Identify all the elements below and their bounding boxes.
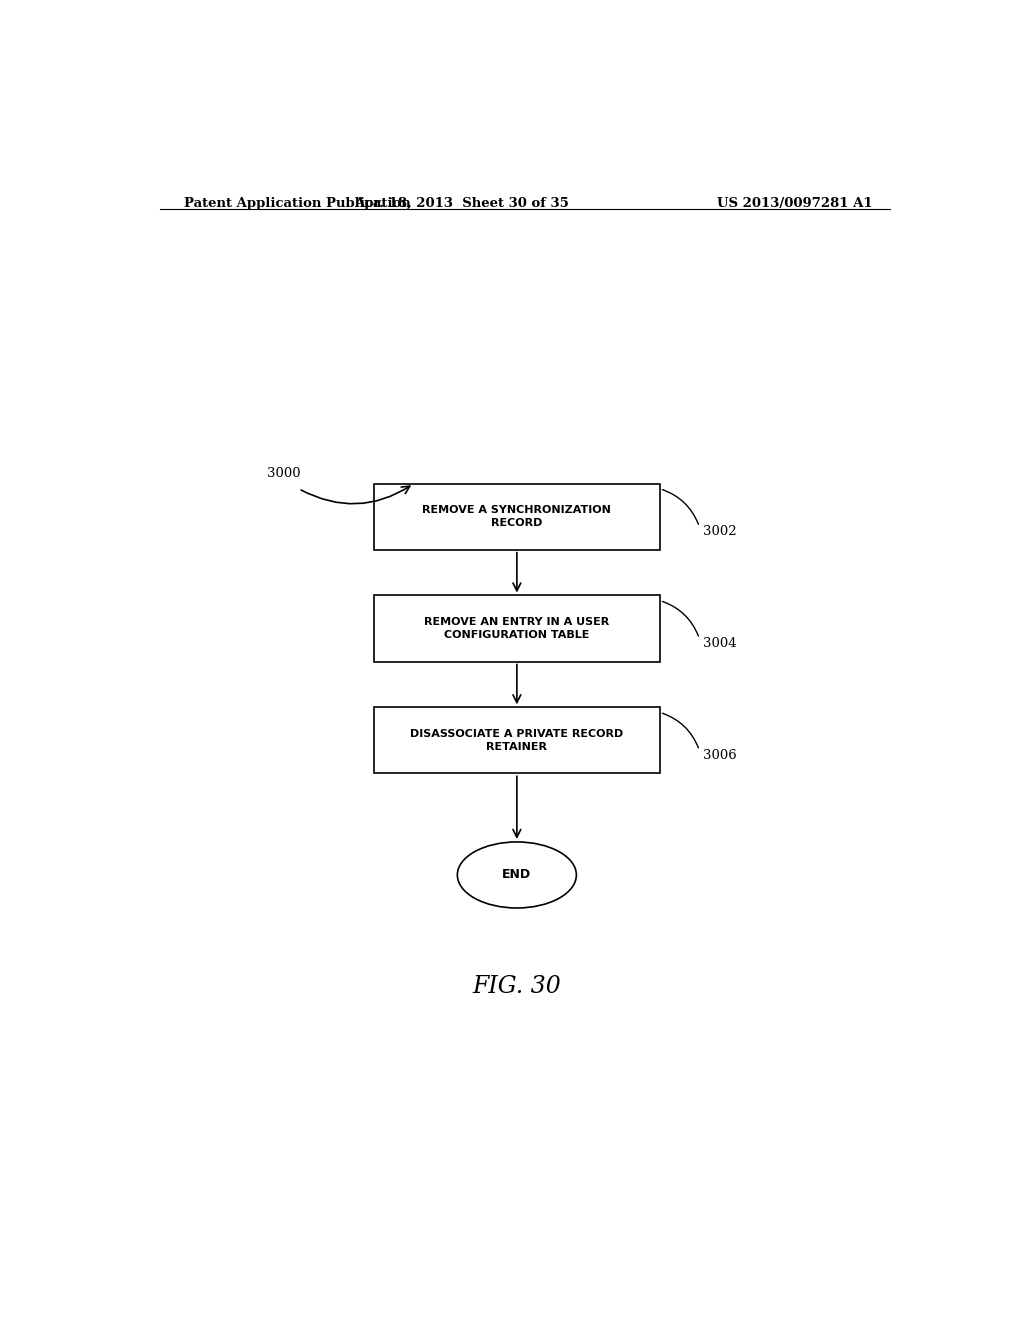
FancyBboxPatch shape <box>374 595 659 661</box>
Text: END: END <box>503 869 531 882</box>
Text: DISASSOCIATE A PRIVATE RECORD
RETAINER: DISASSOCIATE A PRIVATE RECORD RETAINER <box>411 729 624 752</box>
Text: FIG. 30: FIG. 30 <box>472 975 561 998</box>
Text: 3006: 3006 <box>703 748 737 762</box>
Text: US 2013/0097281 A1: US 2013/0097281 A1 <box>717 197 872 210</box>
FancyBboxPatch shape <box>374 483 659 549</box>
Text: REMOVE A SYNCHRONIZATION
RECORD: REMOVE A SYNCHRONIZATION RECORD <box>423 506 611 528</box>
Text: 3000: 3000 <box>267 467 300 480</box>
Text: 3004: 3004 <box>703 638 737 651</box>
Text: Apr. 18, 2013  Sheet 30 of 35: Apr. 18, 2013 Sheet 30 of 35 <box>354 197 568 210</box>
Text: Patent Application Publication: Patent Application Publication <box>183 197 411 210</box>
Text: 3002: 3002 <box>703 525 737 539</box>
FancyBboxPatch shape <box>374 708 659 774</box>
Ellipse shape <box>458 842 577 908</box>
Text: REMOVE AN ENTRY IN A USER
CONFIGURATION TABLE: REMOVE AN ENTRY IN A USER CONFIGURATION … <box>424 616 609 640</box>
